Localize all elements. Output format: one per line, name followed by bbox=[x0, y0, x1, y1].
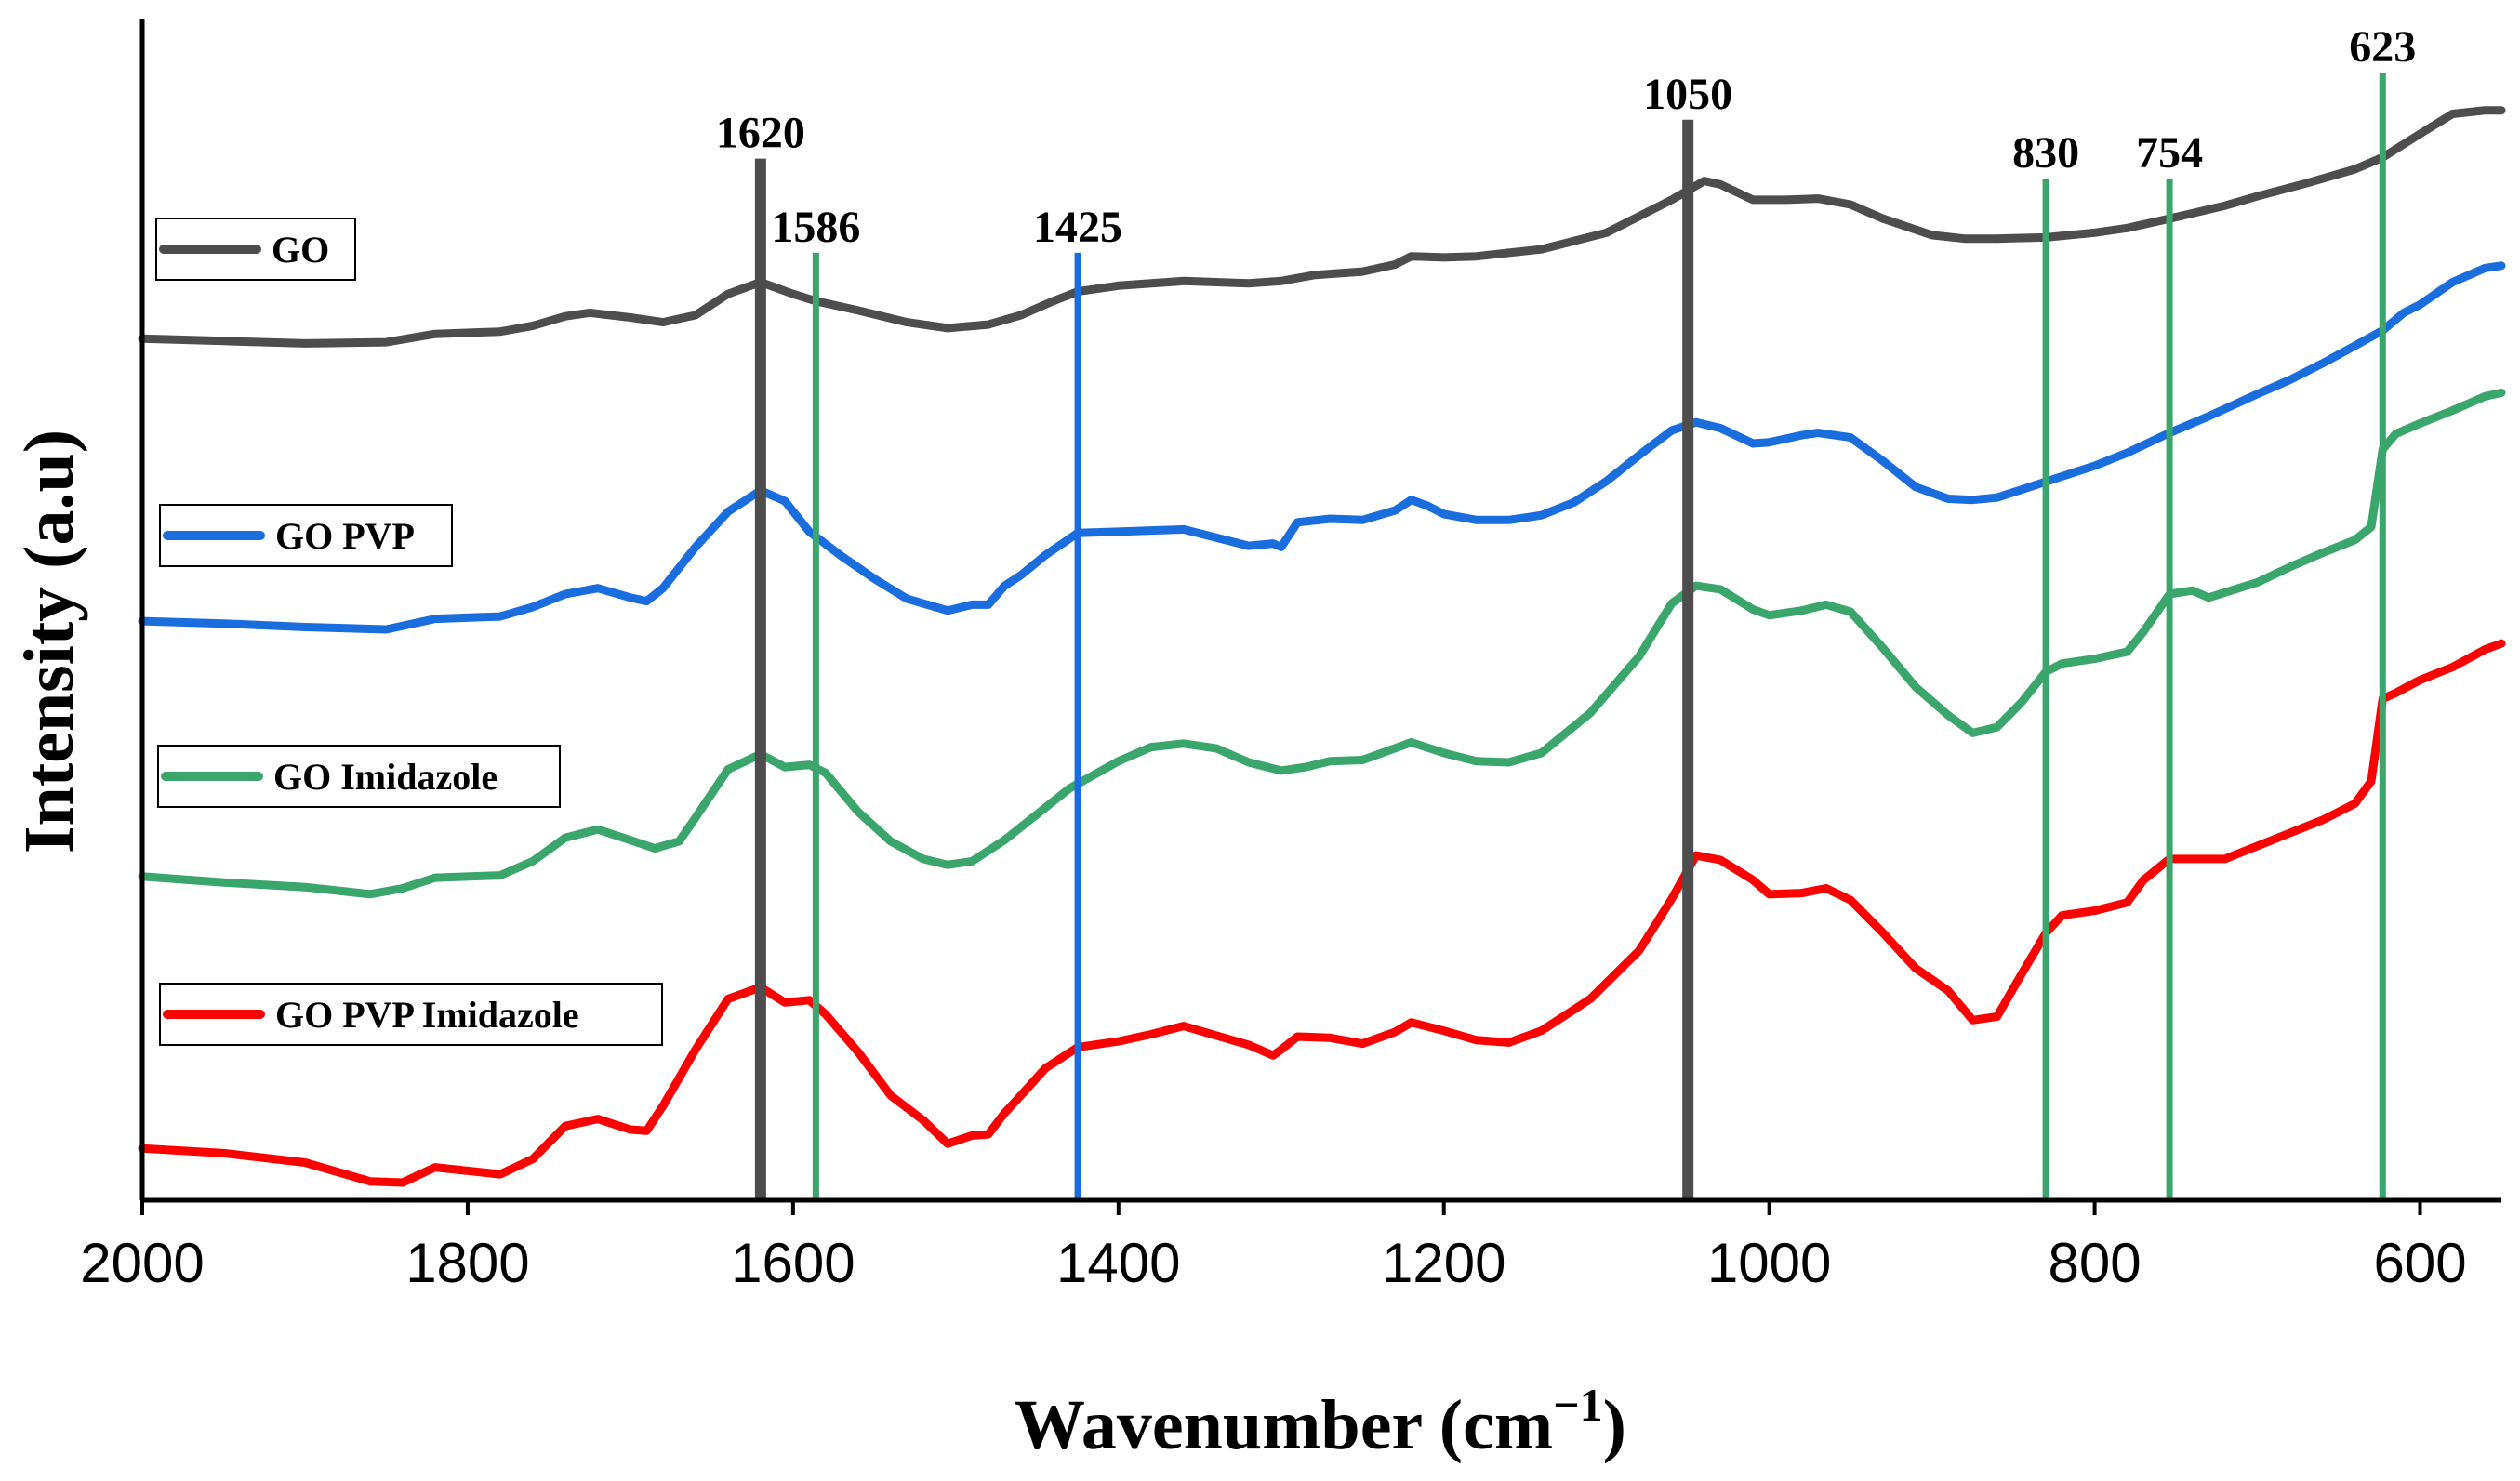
legend-label: GO PVP bbox=[275, 515, 415, 557]
legend-item-go-pvp-imidazole: GO PVP Imidazole bbox=[159, 983, 663, 1046]
peak-label-1620: 1620 bbox=[716, 109, 805, 158]
peak-label-1425: 1425 bbox=[1033, 203, 1122, 252]
series-line-go-pvp-imidazole bbox=[138, 639, 2506, 1187]
x-tick-label-1400: 1400 bbox=[1056, 1232, 1180, 1294]
peak-label-754: 754 bbox=[2136, 128, 2203, 178]
legend-box bbox=[159, 983, 663, 1046]
legend: GO GO PVP GO Imidazole GO PVP Imidazole bbox=[155, 218, 663, 1046]
peak-label-1586: 1586 bbox=[771, 203, 860, 252]
legend-label: GO Imidazole bbox=[273, 756, 497, 798]
x-ticks-layer: 2000 1800 1600 1400 1200 1000 800 600 bbox=[80, 1200, 2467, 1294]
curves-layer bbox=[138, 106, 2506, 1187]
x-axis-title-close: ) bbox=[1603, 1386, 1626, 1464]
series-line-go-imidazole bbox=[138, 389, 2506, 899]
x-axis-title: Wavenumber (cm−1) bbox=[1015, 1379, 1626, 1464]
peak-label-830: 830 bbox=[2012, 128, 2079, 178]
x-tick-label-1200: 1200 bbox=[1382, 1232, 1505, 1294]
x-tick-label-1000: 1000 bbox=[1707, 1232, 1831, 1294]
x-tick-label-1800: 1800 bbox=[405, 1232, 529, 1294]
axes-layer bbox=[139, 19, 2501, 1203]
x-axis-title-main: Wavenumber (cm bbox=[1015, 1386, 1553, 1464]
y-axis-title: Intensity (a.u) bbox=[10, 430, 88, 853]
annotation-labels-layer: 1620 1586 1425 1050 830 754 623 bbox=[716, 22, 2416, 252]
legend-item-go-imidazole: GO Imidazole bbox=[157, 745, 561, 808]
peak-label-1050: 1050 bbox=[1643, 70, 1732, 119]
legend-label: GO bbox=[272, 229, 329, 271]
x-tick-label-2000: 2000 bbox=[80, 1232, 204, 1294]
x-axis-title-superscript: −1 bbox=[1553, 1379, 1603, 1431]
x-tick-label-1600: 1600 bbox=[731, 1232, 855, 1294]
series-line-go-pvp bbox=[138, 261, 2506, 634]
x-tick-label-600: 600 bbox=[2373, 1232, 2466, 1294]
legend-label: GO PVP Imidazole bbox=[275, 994, 579, 1036]
peak-label-623: 623 bbox=[2349, 22, 2416, 72]
legend-item-go-pvp: GO PVP bbox=[159, 504, 453, 567]
x-tick-label-800: 800 bbox=[2049, 1232, 2142, 1294]
series-line-go bbox=[138, 106, 2506, 348]
legend-item-go: GO bbox=[155, 218, 356, 281]
peak-lines-layer bbox=[754, 73, 2386, 1200]
